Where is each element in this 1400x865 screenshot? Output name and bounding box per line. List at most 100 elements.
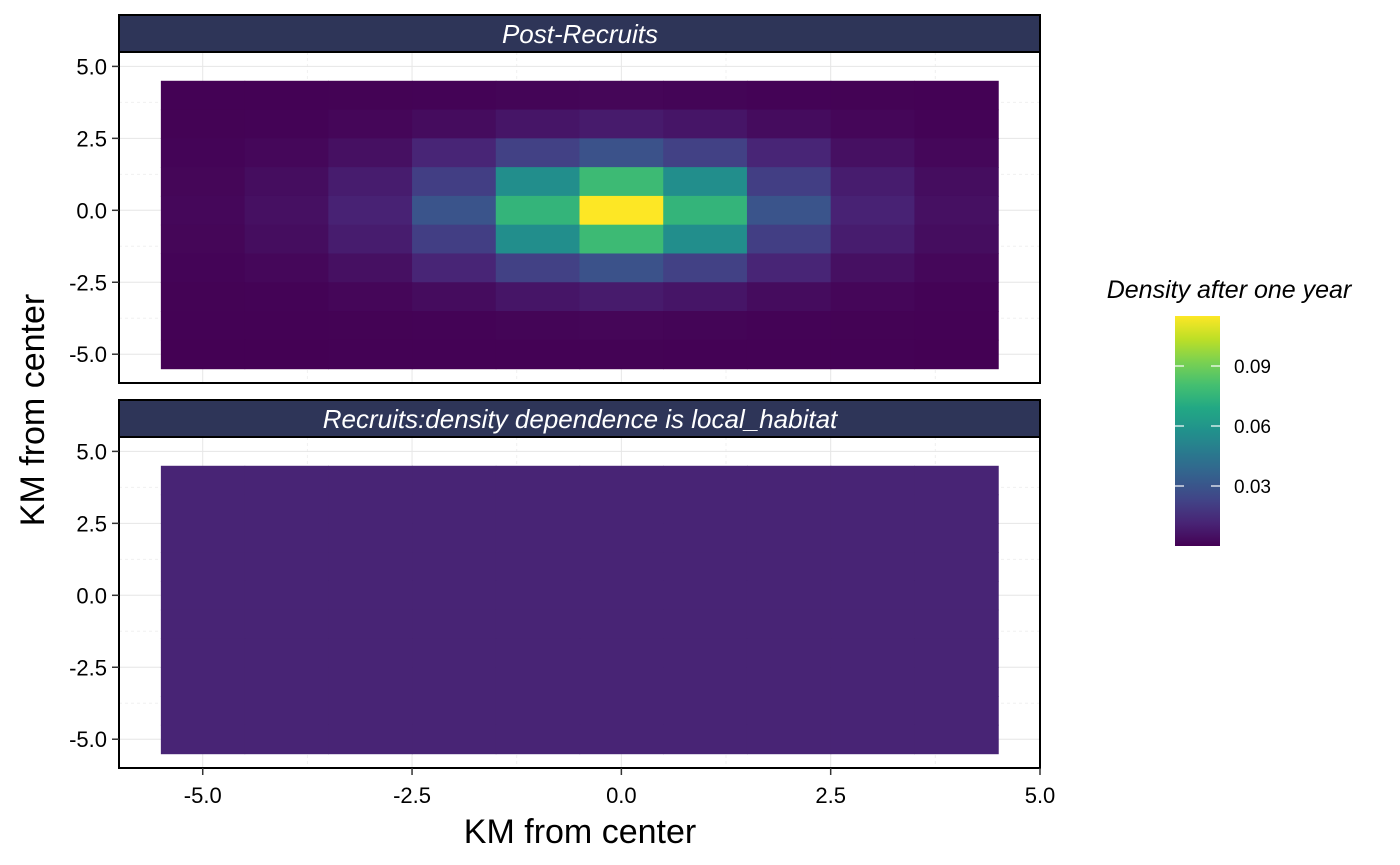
heatmap-cell	[412, 580, 497, 611]
heatmap-cell	[663, 138, 748, 168]
heatmap-cell	[914, 138, 999, 168]
colorbar	[1175, 316, 1220, 546]
heatmap-cell	[412, 224, 497, 255]
heatmap-cell	[746, 724, 832, 755]
heatmap-cell	[830, 696, 916, 726]
heatmap-cell	[328, 80, 413, 111]
colorbar-tick-label: 0.09	[1234, 357, 1271, 378]
heatmap-cell	[160, 109, 246, 139]
heatmap-cell	[328, 494, 413, 524]
heatmap-cell	[412, 311, 497, 341]
y-tick-label: 2.5	[76, 511, 107, 536]
heatmap-cell	[328, 282, 413, 312]
heatmap-cell	[160, 339, 246, 370]
plot-border	[118, 436, 1041, 769]
heatmap-cell	[244, 311, 329, 341]
heatmap-cell	[412, 253, 497, 283]
heatmap-cell	[914, 167, 999, 197]
heatmap-cell	[160, 138, 246, 168]
heatmap-cell	[663, 465, 748, 496]
heatmap-cell	[579, 696, 664, 726]
heatmap-cell	[579, 80, 664, 111]
heatmap-cell	[412, 339, 497, 370]
panel-post-recruits: Post-Recruits 5.0 2.5 0.0 -2.5 -5.0	[69, 14, 1041, 384]
heatmap-cell	[160, 224, 246, 255]
heatmap-cell	[328, 195, 413, 226]
heatmap-cells	[160, 465, 999, 755]
heatmap-cell	[914, 494, 999, 524]
heatmap-cell	[160, 523, 246, 553]
heatmap-cell	[495, 523, 581, 553]
heatmap-cell	[495, 138, 581, 168]
heatmap-cell	[914, 109, 999, 139]
heatmap-cell	[579, 167, 664, 197]
heatmap-cell	[663, 195, 748, 226]
heatmap-cell	[244, 609, 329, 640]
heatmap-cell	[495, 465, 581, 496]
heatmap-cell	[495, 195, 581, 226]
heatmap-cell	[244, 195, 329, 226]
heatmap-cell	[746, 80, 832, 111]
heatmap-cell	[830, 224, 916, 255]
heatmap-cell	[914, 523, 999, 553]
x-axis: -5.0 -2.5 0.0 2.5 5.0	[184, 768, 1056, 808]
heatmap-cell	[914, 465, 999, 496]
heatmap-cell	[328, 138, 413, 168]
heatmap-cell	[579, 253, 664, 283]
heatmap-cell	[579, 195, 664, 226]
heatmap-cell	[495, 339, 581, 370]
heatmap-cell	[495, 224, 581, 255]
heatmap-cell	[244, 552, 329, 582]
heatmap-cell	[244, 224, 329, 255]
heatmap-cell	[579, 494, 664, 524]
heatmap-cell	[328, 696, 413, 726]
heatmap-cell	[244, 696, 329, 726]
heatmap-cell	[412, 523, 497, 553]
heatmap-cell	[914, 80, 999, 111]
heatmap-cell	[830, 638, 916, 668]
x-tick-label: 2.5	[815, 783, 846, 808]
heatmap-cell	[579, 465, 664, 496]
heatmap-cell	[160, 580, 246, 611]
heatmap-cell	[244, 80, 329, 111]
x-tick-label: -2.5	[393, 783, 431, 808]
heatmap-cell	[914, 195, 999, 226]
heatmap-cell	[495, 167, 581, 197]
y-tick-label: 2.5	[76, 126, 107, 151]
heatmap-cell	[663, 253, 748, 283]
heatmap-cell	[160, 167, 246, 197]
y-tick-label: 5.0	[76, 439, 107, 464]
heatmap-cell	[328, 523, 413, 553]
heatmap-cell	[663, 339, 748, 370]
heatmap-cell	[663, 580, 748, 611]
heatmap-cell	[746, 580, 832, 611]
heatmap-cell	[830, 282, 916, 312]
heatmap-cell	[830, 465, 916, 496]
colorbar-ticks: 0.03 0.06 0.09	[1175, 357, 1271, 498]
heatmap-cell	[244, 494, 329, 524]
heatmap-cell	[914, 696, 999, 726]
heatmap-cell	[328, 638, 413, 668]
y-tick-label: 0.0	[76, 198, 107, 223]
heatmap-cell	[244, 138, 329, 168]
heatmap-cell	[160, 667, 246, 697]
heatmap-cell	[244, 465, 329, 496]
heatmap-cell	[746, 311, 832, 341]
heatmap-cell	[495, 580, 581, 611]
heatmap-cell	[746, 339, 832, 370]
heatmap-cell	[914, 282, 999, 312]
heatmap-cell	[914, 253, 999, 283]
heatmap-cell	[412, 552, 497, 582]
x-tick-label: 5.0	[1025, 783, 1056, 808]
heatmap-cell	[579, 580, 664, 611]
heatmap-cell	[412, 638, 497, 668]
heatmap-cell	[412, 138, 497, 168]
heatmap-cell	[328, 667, 413, 697]
y-axis: 5.0 2.5 0.0 -2.5 -5.0	[69, 439, 119, 752]
heatmap-cell	[579, 311, 664, 341]
heatmap-cell	[830, 311, 916, 341]
y-axis-title: KM from center	[14, 294, 52, 526]
heatmap-cell	[830, 195, 916, 226]
heatmap-cell	[328, 224, 413, 255]
heatmap-cell	[495, 282, 581, 312]
